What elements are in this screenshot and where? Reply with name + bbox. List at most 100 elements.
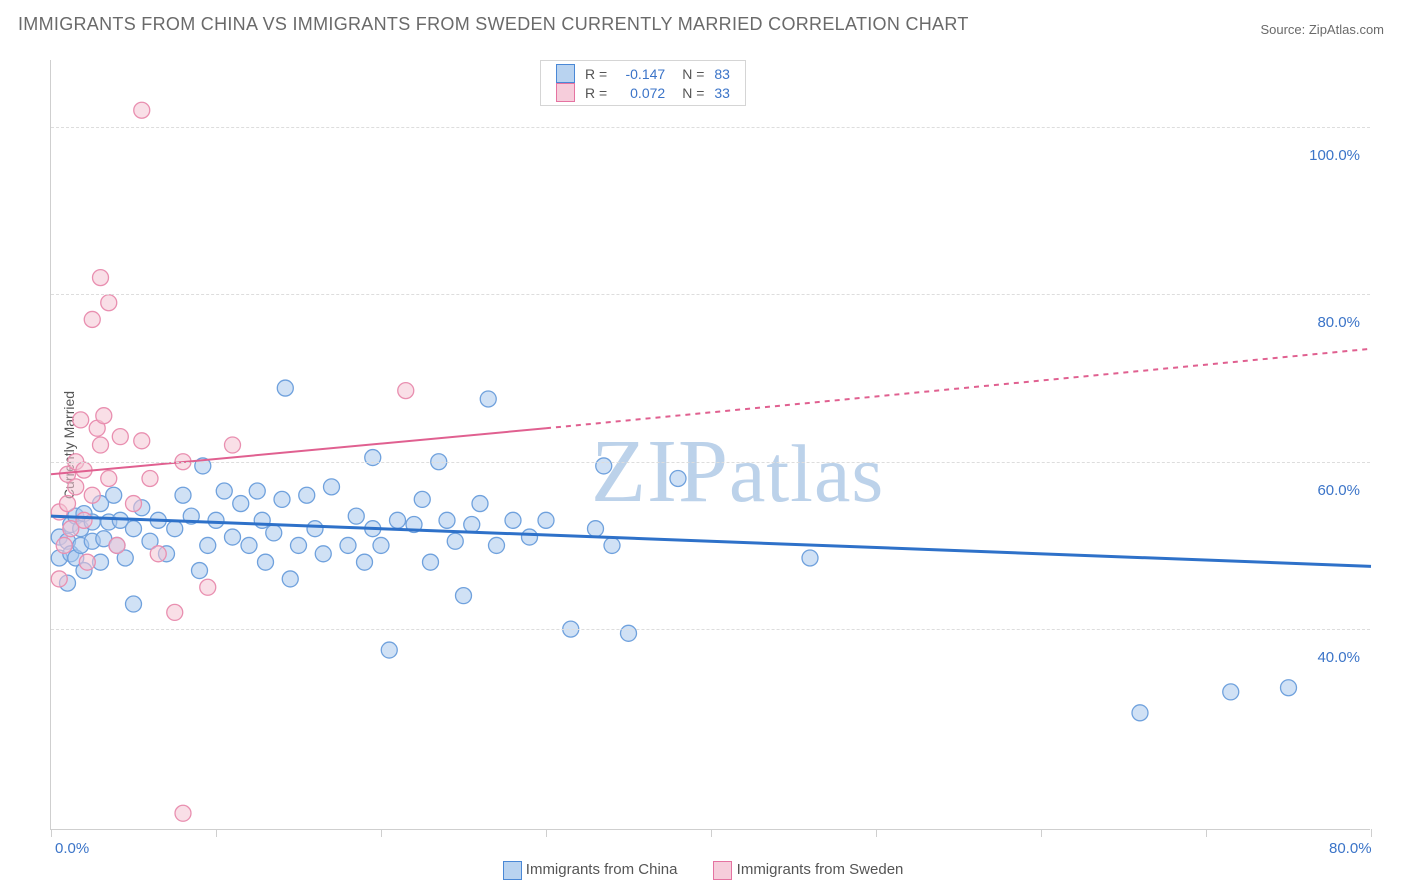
y-tick-label: 40.0% [1317, 649, 1360, 666]
scatter-point [150, 546, 166, 562]
legend-row: R =0.072N =33 [551, 83, 735, 102]
scatter-point [324, 479, 340, 495]
scatter-point [348, 508, 364, 524]
scatter-point [56, 537, 72, 553]
scatter-point [456, 588, 472, 604]
scatter-point [208, 512, 224, 528]
scatter-point [447, 533, 463, 549]
scatter-point [101, 295, 117, 311]
scatter-point [84, 311, 100, 327]
legend-bottom-item: Immigrants from Sweden [713, 861, 903, 878]
scatter-point [365, 450, 381, 466]
x-tick-label: 0.0% [55, 840, 89, 857]
scatter-point [134, 433, 150, 449]
scatter-point [299, 487, 315, 503]
scatter-point [225, 529, 241, 545]
legend-series: Immigrants from China Immigrants from Sw… [0, 861, 1406, 880]
scatter-point [670, 470, 686, 486]
scatter-point [1132, 705, 1148, 721]
scatter-point [522, 529, 538, 545]
scatter-point [84, 487, 100, 503]
scatter-point [621, 625, 637, 641]
y-tick-label: 100.0% [1309, 147, 1360, 164]
scatter-point [398, 383, 414, 399]
scatter-point [596, 458, 612, 474]
scatter-point [93, 437, 109, 453]
source-label: Source: ZipAtlas.com [1260, 22, 1384, 37]
gridline [51, 629, 1370, 630]
legend-bottom-item: Immigrants from China [503, 861, 678, 878]
scatter-point [802, 550, 818, 566]
scatter-point [340, 537, 356, 553]
scatter-point [390, 512, 406, 528]
scatter-point [101, 470, 117, 486]
scatter-point [175, 487, 191, 503]
scatter-point [1281, 680, 1297, 696]
scatter-point [381, 642, 397, 658]
scatter-point [175, 805, 191, 821]
legend-table: R =-0.147N =83R =0.072N =33 [551, 64, 735, 102]
scatter-point [277, 380, 293, 396]
scatter-point [126, 496, 142, 512]
scatter-point [307, 521, 323, 537]
scatter-point [68, 479, 84, 495]
scatter-point [480, 391, 496, 407]
scatter-point [51, 571, 67, 587]
scatter-point [538, 512, 554, 528]
scatter-point [315, 546, 331, 562]
scatter-point [282, 571, 298, 587]
scatter-point [357, 554, 373, 570]
scatter-point [142, 470, 158, 486]
legend-correlation: R =-0.147N =83R =0.072N =33 [540, 60, 746, 106]
scatter-point [505, 512, 521, 528]
x-tick [216, 829, 217, 837]
scatter-point [274, 491, 290, 507]
x-tick-label: 80.0% [1329, 840, 1372, 857]
scatter-point [414, 491, 430, 507]
scatter-point [167, 521, 183, 537]
scatter-point [167, 604, 183, 620]
scatter-point [225, 437, 241, 453]
scatter-point [93, 270, 109, 286]
y-tick-label: 80.0% [1317, 314, 1360, 331]
scatter-point [106, 487, 122, 503]
scatter-point [73, 412, 89, 428]
scatter-point [96, 408, 112, 424]
scatter-point [464, 517, 480, 533]
scatter-point [489, 537, 505, 553]
legend-swatch [503, 861, 522, 880]
legend-swatch [556, 83, 575, 102]
plot-area: Currently Married ZIPatlas 40.0%60.0%80.… [50, 60, 1370, 830]
scatter-point [373, 537, 389, 553]
scatter-point [200, 537, 216, 553]
scatter-point [216, 483, 232, 499]
plot-svg [51, 60, 1370, 829]
scatter-point [126, 521, 142, 537]
gridline [51, 127, 1370, 128]
x-tick [711, 829, 712, 837]
legend-row: R =-0.147N =83 [551, 64, 735, 83]
scatter-point [604, 537, 620, 553]
scatter-point [472, 496, 488, 512]
gridline [51, 294, 1370, 295]
scatter-point [60, 496, 76, 512]
scatter-point [112, 429, 128, 445]
x-tick [381, 829, 382, 837]
scatter-point [588, 521, 604, 537]
x-tick [1041, 829, 1042, 837]
scatter-point [79, 554, 95, 570]
scatter-point [134, 102, 150, 118]
x-tick [51, 829, 52, 837]
legend-swatch [556, 64, 575, 83]
trend-line-extended [546, 349, 1371, 429]
x-tick [546, 829, 547, 837]
scatter-point [266, 525, 282, 541]
legend-swatch [713, 861, 732, 880]
x-tick [876, 829, 877, 837]
scatter-point [192, 563, 208, 579]
chart-title: IMMIGRANTS FROM CHINA VS IMMIGRANTS FROM… [18, 14, 969, 35]
scatter-point [200, 579, 216, 595]
scatter-point [126, 596, 142, 612]
scatter-point [423, 554, 439, 570]
scatter-point [249, 483, 265, 499]
